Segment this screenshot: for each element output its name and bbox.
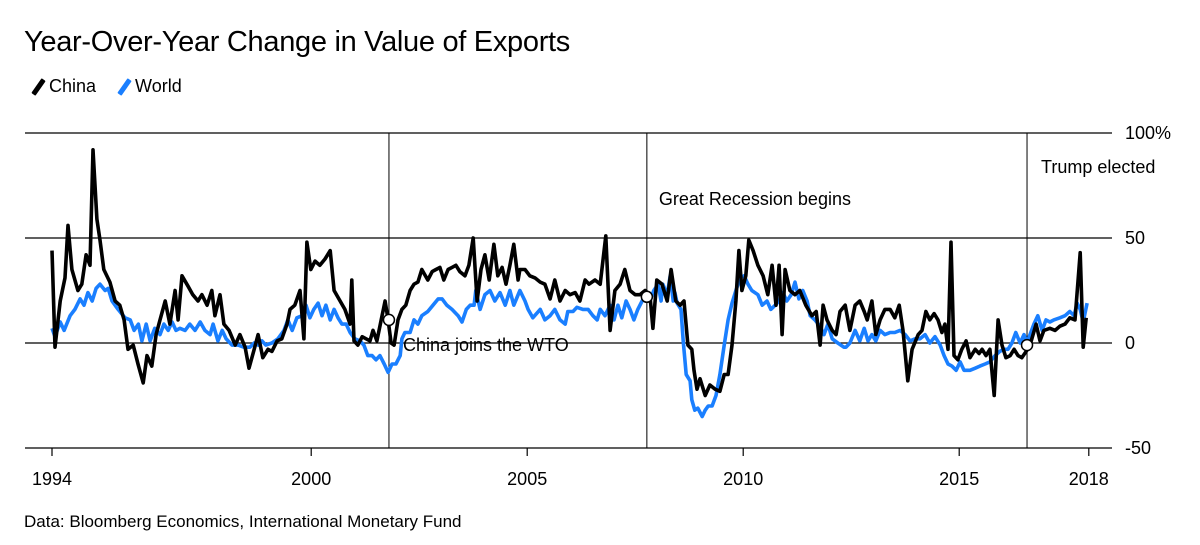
x-tick-label: 2018 <box>1069 469 1109 489</box>
y-tick-label: 0 <box>1125 333 1135 353</box>
legend: China World <box>31 76 182 97</box>
chart-title: Year-Over-Year Change in Value of Export… <box>24 26 571 58</box>
event-marker <box>1020 338 1034 352</box>
annotation-label: China joins the WTO <box>403 335 569 355</box>
y-tick-label: -50 <box>1125 438 1151 458</box>
y-tick-label: 50 <box>1125 228 1145 248</box>
legend-item-china: China <box>31 76 97 97</box>
annotation-label: Great Recession begins <box>659 189 851 209</box>
legend-item-world: World <box>117 76 182 97</box>
annotation-label: Trump elected <box>1041 157 1155 177</box>
x-tick-label: 2015 <box>939 469 979 489</box>
event-marker <box>382 313 396 327</box>
x-tick-label: 1994 <box>32 469 72 489</box>
event-marker <box>640 290 654 304</box>
x-tick-label: 2005 <box>507 469 547 489</box>
series-line-world <box>50 274 1089 419</box>
source-note: Data: Bloomberg Economics, International… <box>24 512 462 531</box>
series-line-china <box>50 148 1088 398</box>
x-tick-label: 2000 <box>291 469 331 489</box>
legend-label-world: World <box>135 76 182 96</box>
x-tick-label: 2010 <box>723 469 763 489</box>
y-tick-label: 100% <box>1125 123 1171 143</box>
legend-label-china: China <box>49 76 97 96</box>
